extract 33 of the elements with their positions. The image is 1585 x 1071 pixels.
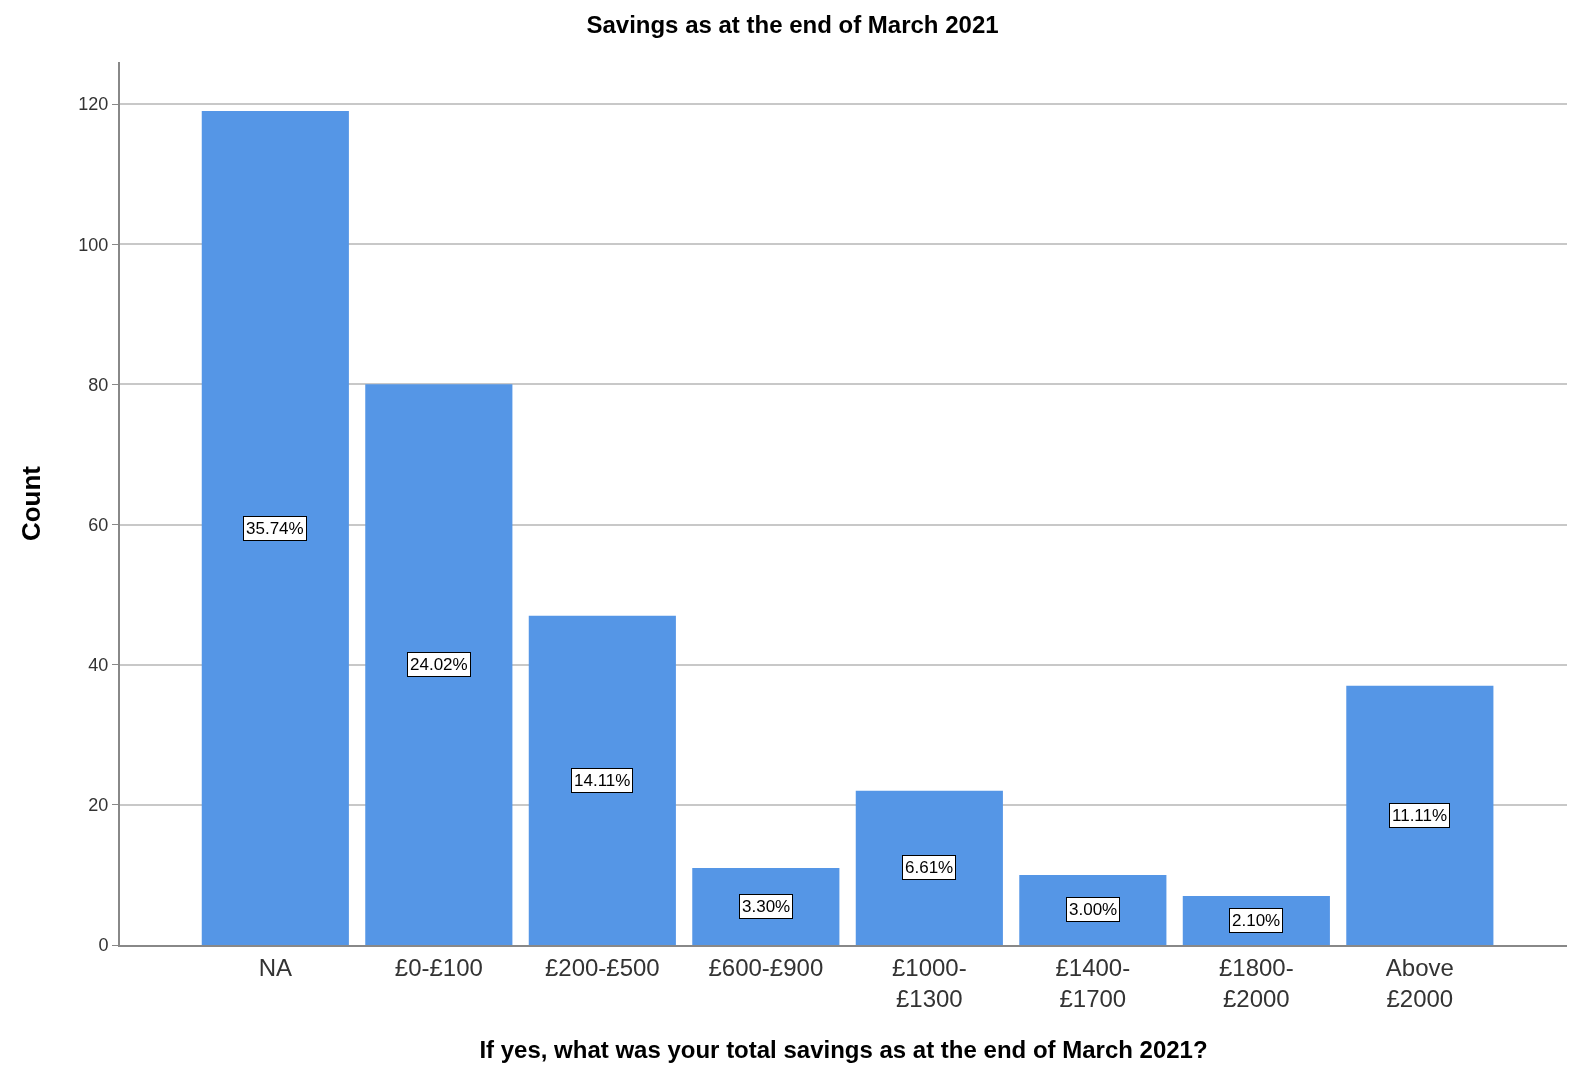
- bar: [365, 384, 513, 945]
- y-tick-label: 40: [88, 654, 109, 675]
- y-tick-label: 0: [98, 935, 109, 956]
- annotation: 3.30%: [742, 897, 791, 916]
- x-tick-label: £0-£100: [394, 953, 483, 981]
- bar: [692, 867, 840, 945]
- x-axis-title: If yes, what was your total savings as at the end of March 2021?: [479, 1035, 1208, 1063]
- y-tick-label: 60: [88, 514, 109, 535]
- bar: [201, 111, 349, 945]
- bar: [1019, 874, 1167, 945]
- y-tick-label: 80: [88, 374, 109, 395]
- x-tick-label: Above £2000: [1385, 953, 1454, 1012]
- x-tick-label: £1000-£1300: [891, 953, 967, 1012]
- annotation: 14.11%: [574, 771, 631, 790]
- y-tick-label: 120: [78, 94, 109, 115]
- x-tick-label: £1400-£1700: [1055, 953, 1131, 1012]
- x-tick-label: NA: [258, 953, 292, 981]
- annotation: 11.11%: [1392, 806, 1448, 825]
- annotation: 2.10%: [1232, 911, 1281, 930]
- chart-title: Savings as at the end of March 2021: [586, 10, 999, 38]
- annotation: 24.02%: [410, 655, 468, 674]
- bar: [528, 615, 676, 945]
- y-tick-label: 20: [88, 795, 109, 816]
- y-tick-label: 100: [78, 234, 109, 255]
- bar: [1346, 685, 1494, 945]
- x-tick-label: £600-£900: [708, 953, 824, 981]
- x-tick-label: £1800-£2000: [1218, 953, 1294, 1012]
- bar: [855, 790, 1003, 945]
- annotation: 3.00%: [1069, 900, 1118, 919]
- annotation: 6.61%: [905, 858, 954, 877]
- x-tick-label: £200-£500: [544, 953, 660, 981]
- y-axis-title: Count: [16, 465, 47, 542]
- annotation: 35.74%: [246, 519, 304, 538]
